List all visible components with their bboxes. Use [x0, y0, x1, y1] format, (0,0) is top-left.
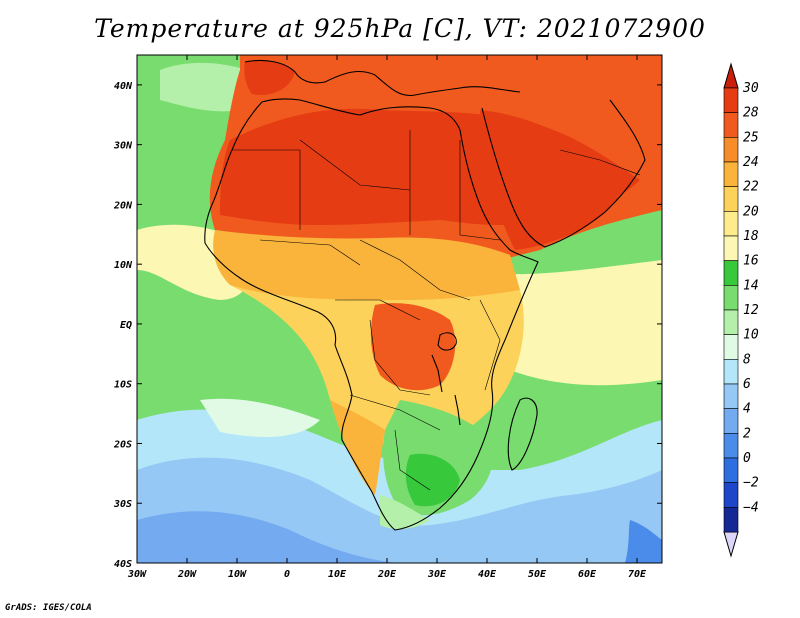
border: [299, 139, 411, 191]
colorbar-label: 20: [743, 204, 759, 219]
colorbar-swatch: [723, 285, 739, 311]
colorbar-swatch: [723, 260, 739, 286]
lon-tick-label: 30E: [427, 569, 447, 580]
colorbar-swatch: [723, 309, 739, 335]
colorbar-label: 6: [743, 377, 751, 392]
colorbar-label: 0: [743, 451, 751, 466]
lon-tick-label: 10E: [328, 569, 347, 580]
colorbar-swatch: [723, 235, 739, 261]
colorbar-label: −2: [743, 476, 759, 491]
ocean-sw-cold: [625, 520, 662, 563]
temperature-field: [137, 55, 662, 563]
map-title: Temperature at 925hPa [C], VT: 202107290…: [94, 14, 706, 43]
colorbar-label: 25: [743, 130, 759, 145]
lon-tick-label: 20E: [377, 569, 397, 580]
colorbar-swatch: [723, 112, 739, 138]
colorbar-swatch: [723, 137, 739, 163]
map-frame: [136, 54, 663, 564]
land-arabia: [480, 110, 623, 250]
lat-tick-label: 30N: [113, 141, 133, 152]
colorbar-swatch: [723, 87, 739, 113]
lon-tick-label: 30W: [127, 569, 147, 580]
colorbar-under-arrow: [723, 531, 739, 558]
europe-coastline: [244, 59, 521, 97]
border: [232, 149, 301, 230]
border: [479, 299, 501, 391]
lon-tick-label: 70E: [628, 569, 647, 580]
colorbar-label: 10: [743, 328, 759, 343]
border: [369, 319, 431, 396]
lat-tick-label: EQ: [120, 320, 132, 331]
colorbar-label: 12: [743, 303, 759, 318]
colorbar-swatch: [723, 507, 739, 533]
land-congo-hot: [370, 303, 456, 391]
colorbar-label: 18: [743, 229, 759, 244]
lat-tick-label: 10S: [114, 380, 132, 391]
land-sahel: [213, 230, 520, 300]
colorbar-swatch: [723, 161, 739, 187]
colorbar-swatch: [723, 359, 739, 385]
land-iberia: [244, 60, 295, 96]
lon-tick-label: 40E: [478, 569, 497, 580]
lat-tick-label: 10N: [114, 260, 133, 271]
colorbar-label: 16: [743, 254, 759, 269]
arabia-coastline: [481, 99, 646, 248]
border: [459, 140, 501, 241]
coastlines: [204, 59, 646, 531]
border: [359, 239, 471, 301]
lon-tick-label: 20W: [177, 569, 197, 580]
land-europe-hot: [240, 55, 662, 95]
axis-ticks: 30W 20W 10W 0 10E 20E 30E 40E 50E 60E 70E 40N 30N 20N…: [113, 55, 662, 580]
ocean-atlantic-pale: [200, 398, 320, 437]
ocean-med-light: [160, 62, 240, 112]
madagascar-coastline: [507, 397, 538, 471]
colorbar-swatch: [723, 408, 739, 434]
lake-victoria: [437, 332, 457, 351]
border: [394, 429, 431, 491]
lat-tick-label: 40N: [114, 81, 133, 92]
africa-coastline: [204, 98, 539, 531]
ocean-south-deep: [137, 511, 400, 563]
border: [559, 149, 641, 176]
land-south-cool: [405, 453, 460, 507]
border: [259, 239, 361, 266]
colorbar-label: 8: [743, 352, 751, 367]
grads-credit: GrADS: IGES/COLA: [5, 603, 92, 613]
lon-tick-label: 10W: [228, 569, 247, 580]
border: [335, 299, 421, 321]
colorbar-label: −4: [743, 500, 759, 515]
colorbar-over-arrow: [723, 62, 739, 89]
lat-tick-label: 40S: [114, 559, 132, 570]
lon-tick-label: 0: [284, 569, 290, 580]
colorbar-swatch: [723, 482, 739, 508]
lat-tick-label: 30S: [113, 499, 132, 510]
land-madagascar: [508, 398, 538, 470]
colorbar-label: 4: [743, 402, 751, 417]
colorbar-label: 2: [743, 426, 751, 441]
colorbar-label: 14: [743, 278, 759, 293]
lake-tanganyika: [431, 354, 443, 393]
colorbar-label: 30: [742, 81, 759, 96]
lake-nyasa: [454, 394, 461, 426]
border: [349, 394, 441, 431]
land-south-tip: [380, 495, 430, 530]
colorbar-swatch: [723, 334, 739, 360]
lon-tick-label: 50E: [528, 569, 547, 580]
colorbar-swatch: [723, 433, 739, 459]
lat-tick-label: 20N: [113, 200, 133, 211]
lon-tick-label: 60E: [578, 569, 597, 580]
colorbar-label: 22: [743, 180, 759, 195]
colorbar-label: 28: [743, 106, 759, 121]
lat-tick-label: 20S: [113, 439, 132, 450]
colorbar-swatch: [723, 383, 739, 409]
colorbar-swatch: [723, 457, 739, 483]
colorbar-label: 24: [743, 155, 759, 170]
colorbar-swatch: [723, 211, 739, 237]
country-borders: [232, 130, 641, 491]
colorbar-swatch: [723, 186, 739, 212]
